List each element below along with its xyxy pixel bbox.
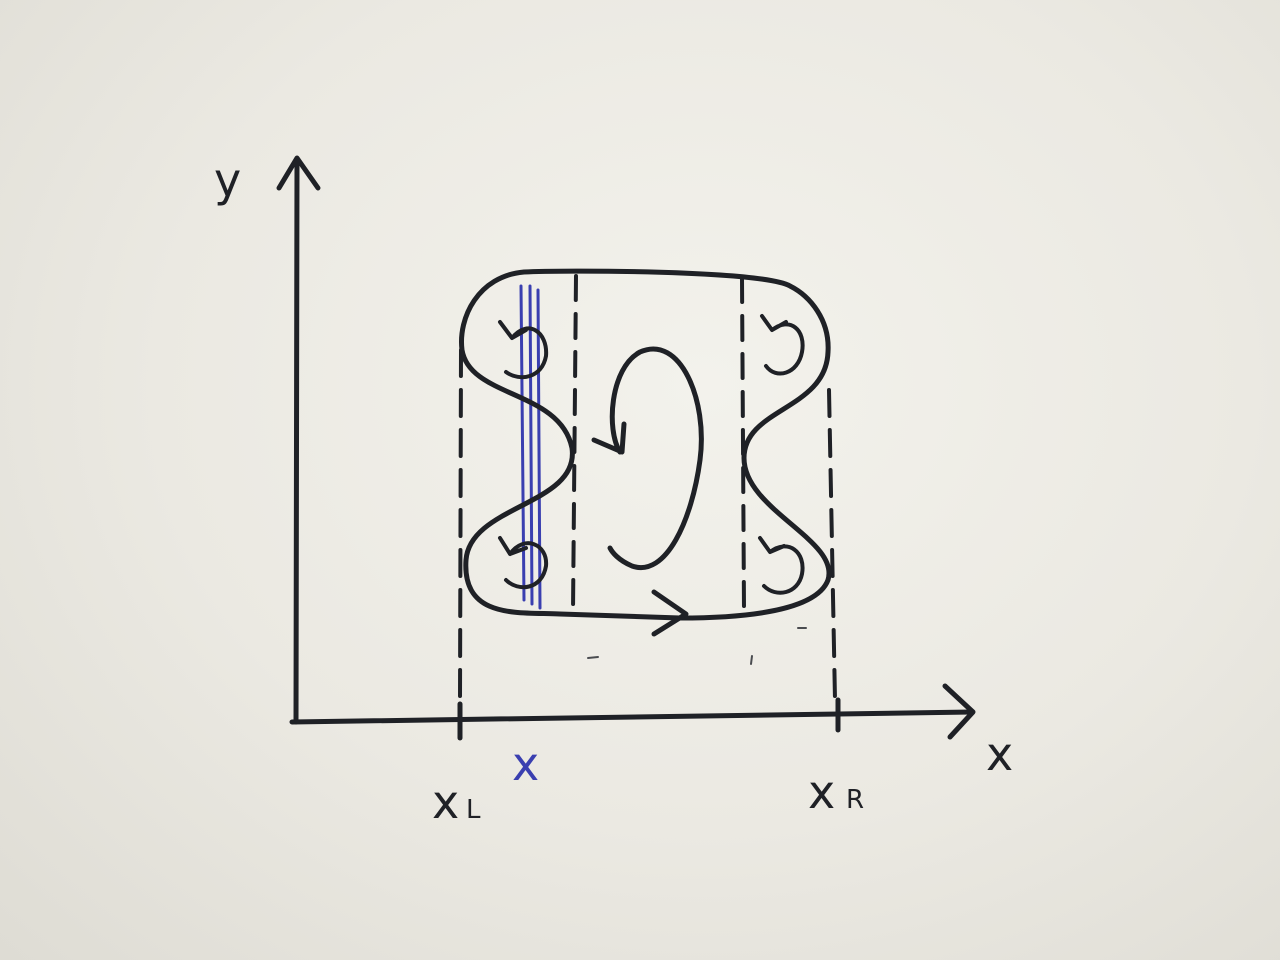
marker-strip-line-right [536, 288, 542, 610]
vortex-bottom-left [498, 536, 549, 590]
domain-boundary [459, 268, 832, 621]
corner-vortices [498, 314, 805, 595]
y-axis-arrowhead [276, 155, 321, 191]
stray-mark [587, 656, 599, 659]
x-axis-arrowhead [942, 683, 976, 740]
central-circulation [591, 346, 704, 637]
marker-strip-line-middle [528, 284, 534, 606]
dashed-line-inner-left [571, 274, 578, 614]
dashed-line-x-right [827, 388, 837, 702]
bottom-flow-arrowhead [651, 589, 689, 637]
vortex-top-left [498, 320, 549, 380]
x-axis-label: x [986, 727, 1013, 781]
dashed-line-x-left [458, 348, 463, 702]
x-left-label: x L [432, 775, 481, 829]
vortex-bottom-right [758, 536, 805, 595]
x-right-label: x R [808, 765, 864, 819]
central-loop [607, 346, 704, 571]
x-left-label-main: x [432, 775, 459, 829]
x-right-label-main: x [808, 765, 835, 819]
stray-mark [750, 655, 753, 665]
marker-strip [519, 284, 542, 610]
stray-marks [587, 627, 807, 665]
x-marker-label: x [512, 737, 539, 791]
axes [276, 155, 976, 741]
y-axis-line [293, 157, 300, 725]
central-loop-arrowhead [591, 421, 627, 455]
x-axis-line [289, 709, 975, 725]
y-axis-label: y [214, 153, 241, 207]
dashed-line-inner-right [740, 276, 746, 612]
x-left-label-subscript: L [466, 795, 481, 825]
vortex-top-right [760, 314, 805, 376]
x-right-label-subscript: R [846, 785, 864, 815]
dashed-guides [458, 274, 837, 702]
